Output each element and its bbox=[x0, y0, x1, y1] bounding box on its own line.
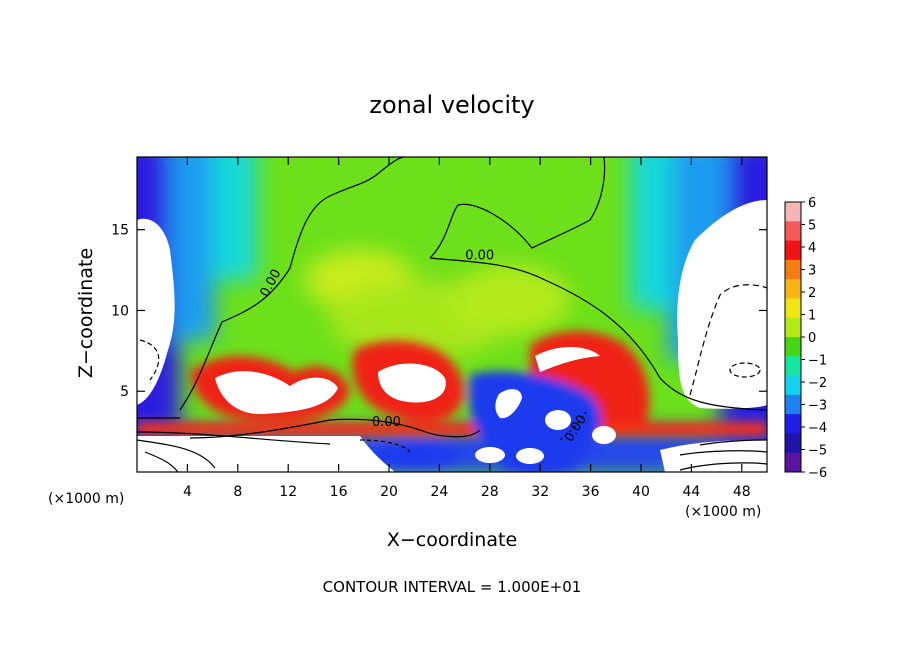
contour-label-text: 0.00 bbox=[465, 249, 494, 264]
contour-label: 0.00 bbox=[465, 249, 494, 264]
colorbar-label: −4 bbox=[808, 421, 827, 436]
x-unit-label: (×1000 m) bbox=[685, 504, 761, 520]
colorbar-swatch bbox=[785, 202, 801, 222]
colorbar-label: −2 bbox=[808, 376, 827, 391]
x-left-unit-label: (×1000 m) bbox=[48, 491, 124, 507]
colorbar-swatch bbox=[785, 394, 801, 415]
colorbar-label: 5 bbox=[808, 219, 816, 234]
colorbar-label: −1 bbox=[808, 354, 827, 369]
x-tick-label: 4 bbox=[183, 484, 192, 500]
y-axis-label: Z−coordinate bbox=[75, 248, 97, 378]
contour-label-text: 0.00 bbox=[372, 415, 401, 430]
contour-lines bbox=[137, 157, 767, 472]
colorbar-swatch bbox=[785, 375, 801, 396]
x-axis-label: X−coordinate bbox=[387, 529, 517, 551]
colorbar-label: 6 bbox=[808, 196, 816, 211]
colorbar-swatch bbox=[785, 221, 801, 242]
y-tick-label: 15 bbox=[111, 223, 129, 239]
colorbar-label: 2 bbox=[808, 286, 816, 301]
colorbar-swatch bbox=[785, 433, 801, 454]
colorbar-label: −5 bbox=[808, 444, 827, 459]
x-tick-label: 8 bbox=[233, 484, 242, 500]
contour-label: 0.00 bbox=[372, 415, 401, 430]
x-tick-label: 32 bbox=[531, 484, 549, 500]
colorbar-swatch bbox=[785, 356, 801, 377]
colorbar-swatch bbox=[785, 279, 801, 299]
colorbar-swatch bbox=[785, 298, 801, 319]
x-axis: 4 8 12 16 20 24 28 32 36 40 44 48 bbox=[183, 157, 751, 500]
x-tick-label: 40 bbox=[632, 484, 650, 500]
heatmap-field bbox=[137, 157, 767, 472]
x-tick-label: 16 bbox=[330, 484, 348, 500]
colorbar-swatch bbox=[785, 414, 801, 434]
x-tick-label: 48 bbox=[733, 484, 751, 500]
colorbar-label: −6 bbox=[808, 466, 827, 481]
y-tick-label: 10 bbox=[111, 303, 129, 319]
colorbar: 6 5 4 3 2 1 0 −1 −2 −3 −4 −5 −6 bbox=[784, 196, 827, 481]
colorbar-label: 4 bbox=[808, 241, 816, 256]
x-tick-label: 24 bbox=[430, 484, 448, 500]
colorbar-swatch bbox=[785, 337, 801, 357]
x-tick-label: 44 bbox=[682, 484, 700, 500]
y-tick-label: 5 bbox=[120, 384, 129, 400]
colorbar-swatch bbox=[785, 240, 801, 261]
colorbar-label: −3 bbox=[808, 399, 827, 414]
x-tick-label: 28 bbox=[481, 484, 499, 500]
colorbar-label: 1 bbox=[808, 309, 816, 324]
contour-interval-note: CONTOUR INTERVAL = 1.000E+01 bbox=[323, 578, 582, 596]
colorbar-swatch bbox=[785, 452, 801, 473]
x-tick-label: 36 bbox=[582, 484, 600, 500]
x-tick-label: 12 bbox=[279, 484, 297, 500]
plot-frame bbox=[136, 156, 768, 473]
colorbar-swatch bbox=[785, 317, 801, 338]
x-tick-label: 20 bbox=[380, 484, 398, 500]
y-axis: 5 10 15 bbox=[111, 223, 767, 400]
chart-title: zonal velocity bbox=[369, 91, 534, 119]
colorbar-label: 3 bbox=[808, 264, 816, 279]
colorbar-swatch bbox=[785, 259, 801, 280]
colorbar-label: 0 bbox=[808, 331, 816, 346]
